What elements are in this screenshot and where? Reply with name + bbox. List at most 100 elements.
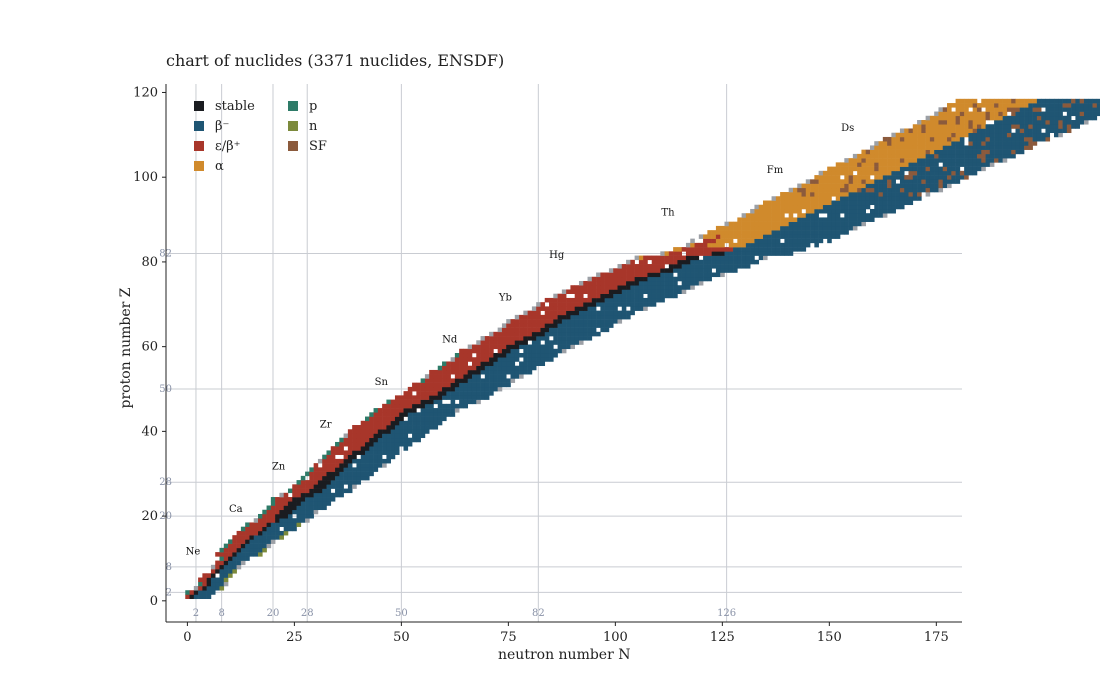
- nuclide-cell: [266, 522, 272, 527]
- x-tick-label: 25: [286, 630, 303, 645]
- nuclide-cell: [741, 251, 747, 256]
- nuclide-cell: [519, 340, 524, 345]
- nuclide-cell: [707, 251, 712, 256]
- nuclide-cell: [985, 128, 991, 134]
- nuclide-cell: [942, 162, 948, 167]
- nuclide-cell: [471, 399, 477, 405]
- nuclide-cell: [287, 526, 293, 532]
- nuclide-cell: [373, 412, 379, 417]
- nuclide-cell: [373, 467, 379, 472]
- nuclide-cell: [844, 187, 849, 193]
- nuclide-cell: [1066, 115, 1072, 121]
- nuclide-cell: [805, 179, 811, 184]
- nuclide-cell: [1096, 111, 1100, 117]
- nuclide-cell: [471, 348, 477, 354]
- nuclide-cell: [844, 162, 849, 167]
- nuclide-cell: [347, 488, 353, 494]
- nuclide-cell: [733, 242, 738, 248]
- nuclide-cell: [763, 221, 768, 227]
- nuclide-cell: [882, 149, 888, 155]
- nuclide-cell: [865, 217, 871, 222]
- nuclide-cell: [1092, 111, 1098, 117]
- nuclide-cell: [814, 238, 819, 244]
- nuclide-cell: [733, 251, 738, 256]
- nuclide-cell: [476, 378, 481, 383]
- nuclide-cell: [416, 382, 421, 388]
- nuclide-cell: [501, 331, 507, 337]
- nuclide-cell: [476, 344, 481, 350]
- nuclide-cell: [433, 399, 439, 405]
- element-label: Hg: [549, 250, 565, 261]
- nuclide-cell: [510, 357, 516, 362]
- nuclide-cell: [1036, 136, 1042, 142]
- nuclide-cell: [750, 221, 755, 227]
- nuclide-cell: [942, 179, 948, 184]
- nuclide-cell: [262, 509, 267, 515]
- nuclide-cell: [763, 247, 768, 252]
- nuclide-cell: [193, 585, 199, 591]
- nuclide-cell: [1002, 141, 1008, 146]
- nuclide-cell: [1049, 115, 1055, 121]
- nuclide-cell: [287, 497, 293, 502]
- nuclide-cell: [347, 458, 353, 464]
- nuclide-cell: [1079, 107, 1085, 112]
- nuclide-cell: [715, 238, 721, 244]
- nuclide-cell: [720, 268, 725, 273]
- nuclide-cell: [266, 543, 272, 549]
- nuclide-cell: [668, 285, 674, 290]
- nuclide-cell: [1049, 103, 1055, 108]
- nuclide-cell: [501, 336, 507, 341]
- nuclide-cell: [814, 175, 819, 180]
- nuclide-cell: [908, 136, 914, 142]
- nuclide-cell: [912, 141, 918, 146]
- nuclide-cell: [758, 204, 764, 210]
- nuclide-cell: [578, 331, 584, 337]
- nuclide-cell: [437, 382, 443, 388]
- nuclide-cell: [219, 581, 225, 587]
- nuclide-cell: [1088, 107, 1093, 112]
- nuclide-cell: [882, 158, 888, 163]
- nuclide-cell: [553, 293, 558, 299]
- nuclide-cell: [835, 217, 841, 222]
- nuclide-cell: [861, 149, 867, 155]
- nuclide-cell: [733, 255, 738, 261]
- nuclide-cell: [476, 395, 481, 400]
- nuclide-cell: [869, 192, 875, 197]
- nuclide-cell: [604, 319, 610, 324]
- nuclide-cell: [198, 581, 203, 587]
- nuclide-cell: [467, 344, 473, 350]
- nuclide-cell: [206, 594, 212, 600]
- nuclide-cell: [531, 348, 537, 354]
- nuclide-cell: [934, 145, 939, 150]
- nuclide-cell: [591, 323, 597, 328]
- nuclide-cell: [908, 179, 914, 184]
- nuclide-cell: [814, 225, 819, 231]
- nuclide-cell: [373, 454, 379, 460]
- nuclide-cell: [1036, 111, 1042, 117]
- nuclide-cell: [386, 437, 391, 443]
- nuclide-cell: [844, 230, 849, 235]
- nuclide-cell: [861, 200, 867, 206]
- nuclide-cell: [228, 564, 233, 570]
- nuclide-cell: [797, 208, 802, 214]
- nuclide-cell: [685, 280, 691, 286]
- nuclide-cell: [720, 255, 725, 261]
- x-tick-label: 0: [183, 630, 191, 645]
- nuclide-cell: [583, 327, 588, 333]
- nuclide-cell: [857, 170, 862, 176]
- nuclide-cell: [1028, 107, 1033, 112]
- nuclide-cell: [1062, 98, 1068, 104]
- nuclide-cell: [775, 208, 781, 214]
- nuclide-cell: [1083, 111, 1089, 117]
- nuclide-cell: [801, 238, 807, 244]
- nuclide-cell: [895, 149, 901, 155]
- nuclide-cell: [857, 196, 862, 201]
- nuclide-cell: [1062, 115, 1068, 121]
- nuclide-cell: [929, 175, 935, 180]
- nuclide-cell: [681, 255, 687, 261]
- nuclide-cell: [463, 357, 469, 362]
- nuclide-cell: [976, 107, 982, 112]
- nuclide-cell: [283, 526, 289, 532]
- nuclide-cell: [917, 145, 922, 150]
- nuclide-cell: [775, 221, 781, 227]
